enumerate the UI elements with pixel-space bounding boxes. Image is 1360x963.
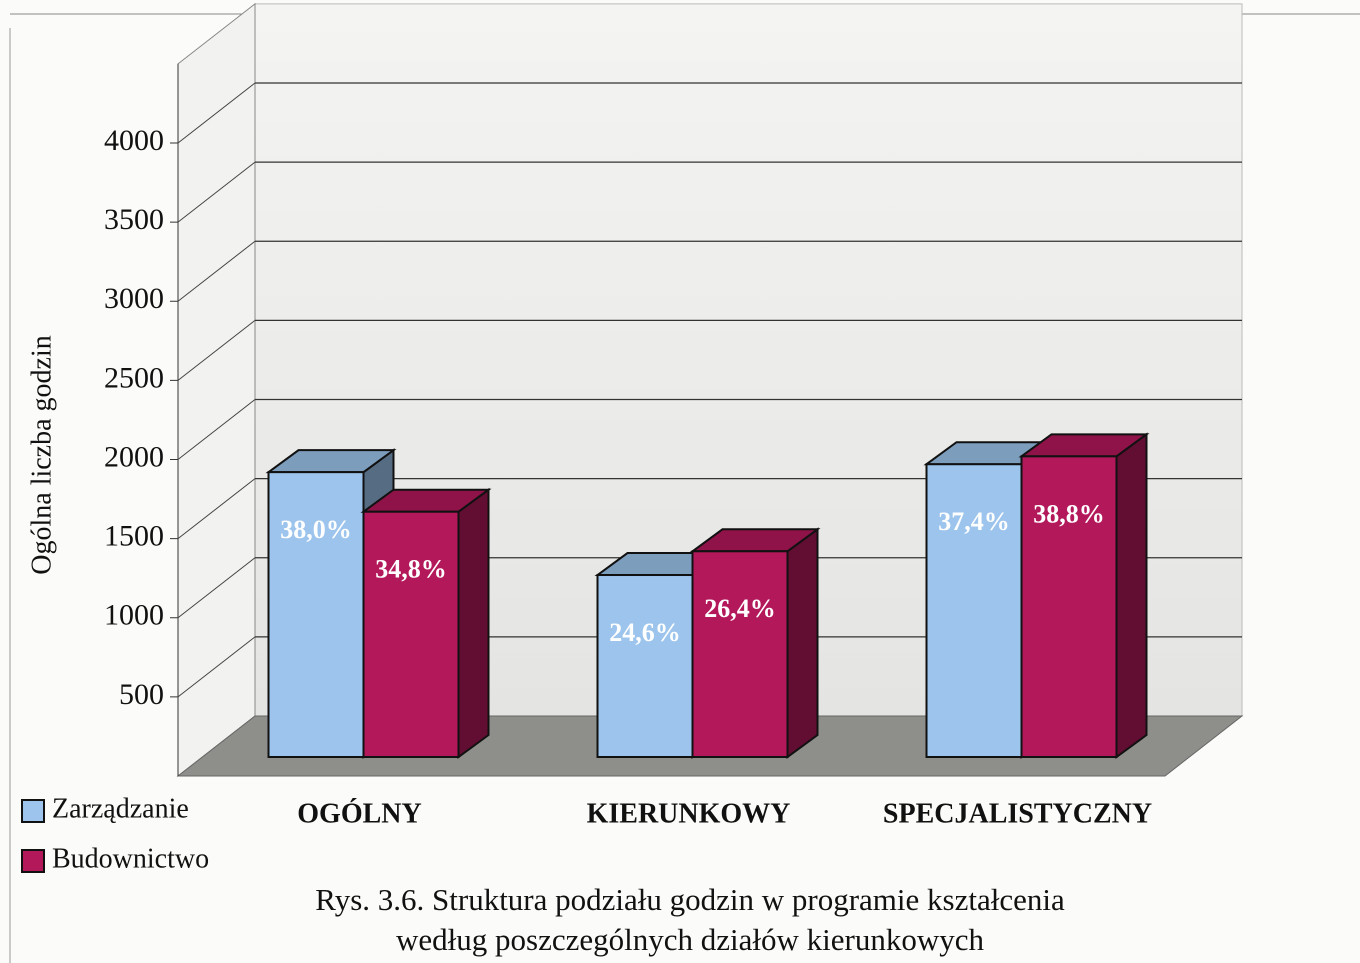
grid-line (177, 636, 256, 698)
data-label: 37,4% (938, 507, 1010, 536)
grid-line (177, 82, 256, 144)
y-axis-label: Ogólna liczba godzin (26, 335, 57, 574)
y-tick-label: 3500 (104, 203, 164, 236)
data-label: 38,8% (1033, 499, 1105, 528)
bar (362, 510, 460, 758)
data-label: 24,6% (609, 618, 681, 647)
y-tick-label: 1500 (104, 520, 164, 553)
grid-line (177, 319, 256, 381)
bar-side (457, 487, 490, 759)
bar-side (786, 527, 819, 759)
data-label: 34,8% (375, 555, 447, 584)
y-tick-label: 4000 (104, 124, 164, 157)
y-tick-label: 500 (119, 678, 164, 711)
grid-line (177, 399, 256, 460)
y-tick-label: 1000 (104, 599, 164, 632)
side-wall (177, 2, 256, 778)
bar (267, 471, 365, 758)
bar (925, 463, 1023, 758)
y-tick-label: 3000 (104, 282, 164, 315)
data-label: 26,4% (704, 594, 776, 623)
bar (691, 550, 789, 759)
y-tick-label: 2500 (104, 361, 164, 394)
grid-line (177, 161, 256, 223)
grid-line (177, 478, 256, 540)
caption: według poszczególnych działów kierunkowy… (396, 922, 984, 957)
bar (1020, 455, 1118, 758)
x-tick-label: SPECJALISTYCZNY (883, 798, 1152, 829)
grid-line (177, 557, 256, 619)
grid-line (177, 240, 256, 302)
bar-side (1115, 432, 1148, 759)
x-tick-label: KIERUNKOWY (587, 798, 791, 829)
data-label: 38,0% (280, 515, 352, 544)
legend-label: Zarządzanie (52, 793, 189, 824)
bar (596, 574, 694, 759)
caption: Rys. 3.6. Struktura podziału godzin w pr… (315, 882, 1065, 917)
legend-swatch (21, 849, 45, 873)
y-tick-label: 2000 (104, 440, 164, 473)
legend-label: Budownictwo (52, 843, 209, 874)
x-tick-label: OGÓLNY (297, 798, 421, 829)
legend-swatch (21, 799, 45, 823)
